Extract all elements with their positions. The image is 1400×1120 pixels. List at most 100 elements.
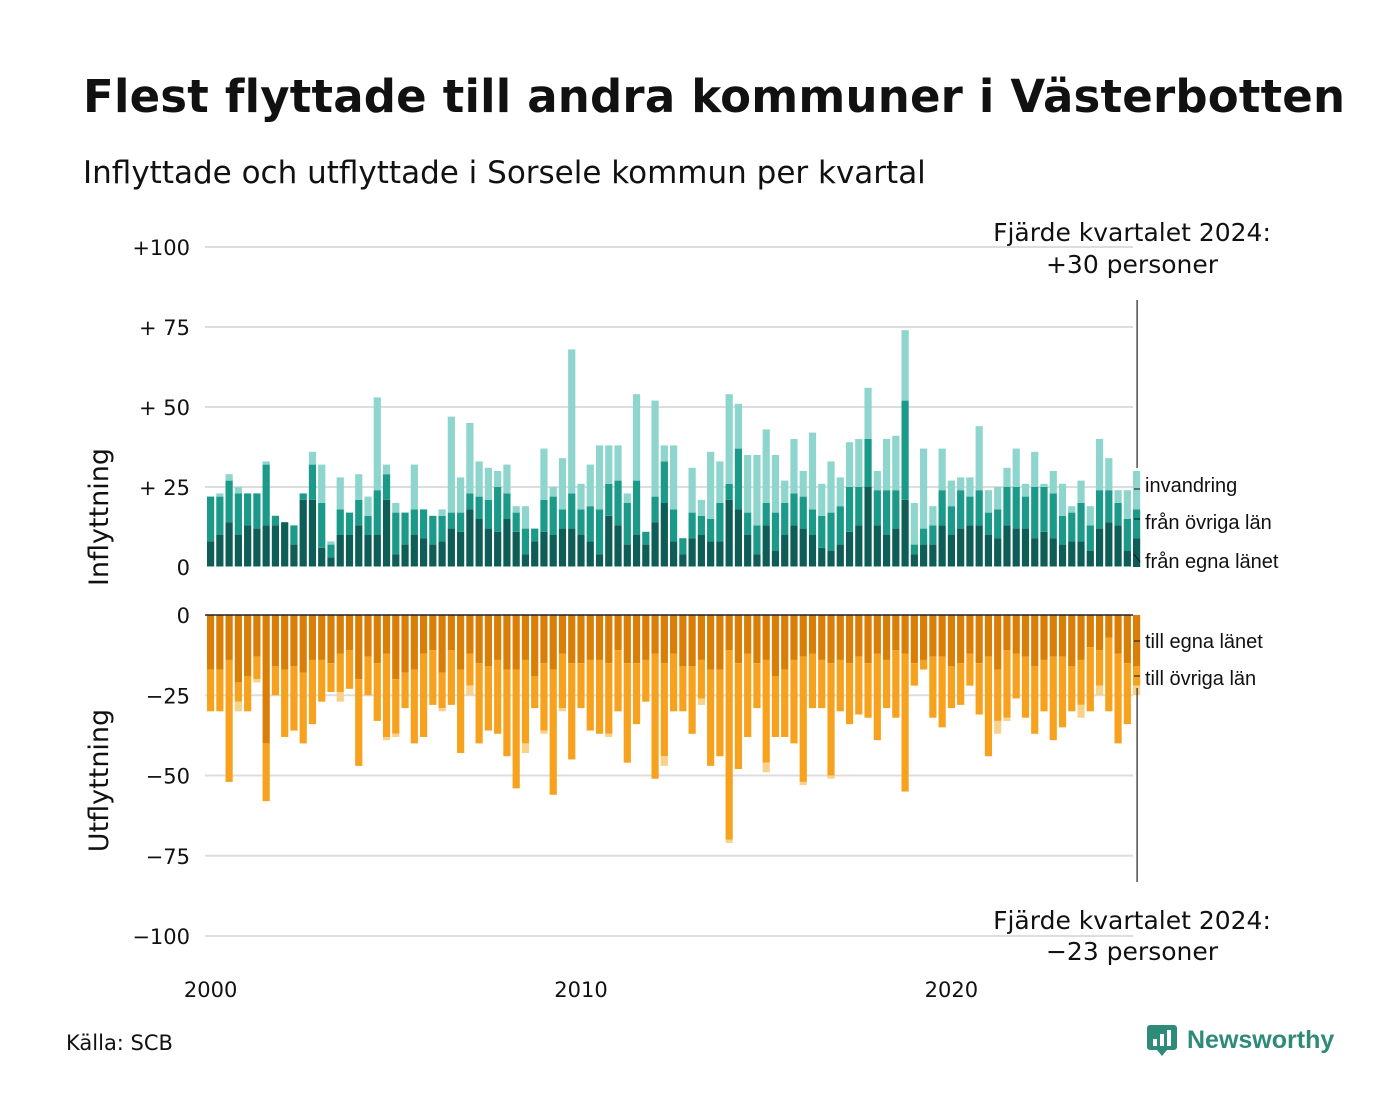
bar-out-1 [734,663,743,770]
bar-in-1 [1068,512,1076,542]
bar-out-1 [1105,637,1113,712]
bar-in-1 [753,525,761,555]
bar-in-0 [855,525,863,567]
bar-out-1 [605,663,613,734]
bar-out-0 [605,615,613,664]
bar-in-0 [725,499,733,567]
bar-in-2 [827,461,835,513]
bar-out-0 [882,615,891,660]
bar-in-1 [836,506,844,545]
bar-out-0 [901,615,909,654]
bar-in-1 [771,512,780,551]
bar-in-2 [660,445,668,462]
bar-in-2 [753,455,761,526]
bar-in-0 [614,525,622,567]
bar-in-1 [642,531,650,545]
bar-in-0 [447,528,455,567]
bar-in-0 [1031,538,1039,567]
bar-out-0 [1086,615,1094,648]
bar-out-1 [262,743,270,802]
bar-in-2 [605,445,613,484]
bar-out-0 [725,615,733,651]
bar-in-0 [938,525,946,567]
bar-in-1 [994,509,1002,539]
bar-in-0 [1049,538,1057,567]
bar-in-2 [595,445,604,510]
bar-in-2 [790,439,798,494]
bar-in-1 [216,496,224,535]
bar-in-2 [808,432,817,510]
bar-out-0 [642,615,650,660]
bar-in-2 [457,477,465,513]
bar-in-1 [1049,493,1057,539]
bar-out-0 [651,615,659,654]
annotation-top-line1: Fjärde kvartalet 2024: [993,218,1271,247]
bar-in-2 [984,490,993,513]
bar-out-1 [790,659,798,744]
bar-out-0 [1123,615,1131,664]
bar-out-0 [957,615,965,664]
bar-in-0 [521,554,530,567]
annotation-bottom-line1: Fjärde kvartalet 2024: [993,906,1271,935]
bar-in-2 [410,464,418,510]
bar-out-0 [984,615,993,657]
bar-in-0 [827,551,835,567]
bar-out-1 [281,669,289,737]
newsworthy-logo[interactable]: Newsworthy [1147,1023,1334,1057]
x-tick-label: 2000 [184,978,237,1002]
bar-in-0 [558,528,567,567]
bar-in-1 [845,487,854,532]
bar-out-1 [290,666,298,731]
bar-out-1 [1003,650,1011,718]
bar-in-1 [392,512,400,555]
bar-in-1 [382,474,391,500]
bar-out-1 [1049,656,1057,741]
y-axis-title-utflyttning: Utflyttning [84,709,115,852]
bar-out-1 [577,663,585,709]
bar-in-1 [484,499,492,529]
bar-out-1 [207,669,215,712]
bar-out-1 [438,672,446,709]
bar-out-0 [216,615,224,670]
bar-in-2 [1058,483,1067,516]
bar-out-0 [1068,615,1076,667]
chart-subtitle: Inflyttade och utflyttade i Sorsele komm… [83,155,926,191]
bar-out-0 [716,615,724,670]
bar-in-0 [697,535,705,567]
bar-out-2 [1095,685,1104,696]
bar-out-2 [253,679,261,683]
bar-in-2 [327,541,335,545]
bar-in-0 [994,538,1002,567]
bar-in-2 [744,455,752,513]
bar-in-0 [734,509,743,567]
bar-in-1 [447,512,455,529]
bar-out-0 [299,615,307,673]
bar-in-0 [957,528,965,567]
bar-in-0 [836,544,844,567]
bar-out-1 [957,663,965,705]
chart-title: Flest flyttade till andra kommuner i Väs… [83,70,1346,123]
bar-in-1 [938,490,946,526]
bar-out-0 [549,615,557,670]
bar-in-1 [1058,515,1067,545]
bar-in-2 [447,416,455,513]
bar-in-2 [947,480,955,507]
series-label-0: från egna länet [1145,551,1279,573]
bar-in-2 [318,464,326,503]
bar-in-1 [1095,490,1104,529]
bar-in-0 [781,535,789,567]
bar-out-1 [1040,659,1048,712]
bar-in-0 [947,535,955,567]
bar-in-0 [623,544,631,567]
bar-out-0 [271,615,280,667]
bar-in-2 [1012,448,1020,487]
bar-out-0 [771,615,780,676]
bar-in-0 [1077,541,1085,567]
bar-out-0 [1040,615,1048,660]
bar-in-2 [475,461,483,497]
y-tick-label: −100 [132,925,190,949]
bar-out-2 [234,701,242,712]
bar-in-0 [207,541,215,567]
bar-out-1 [762,659,770,763]
y-tick-label: 0 [177,604,190,628]
